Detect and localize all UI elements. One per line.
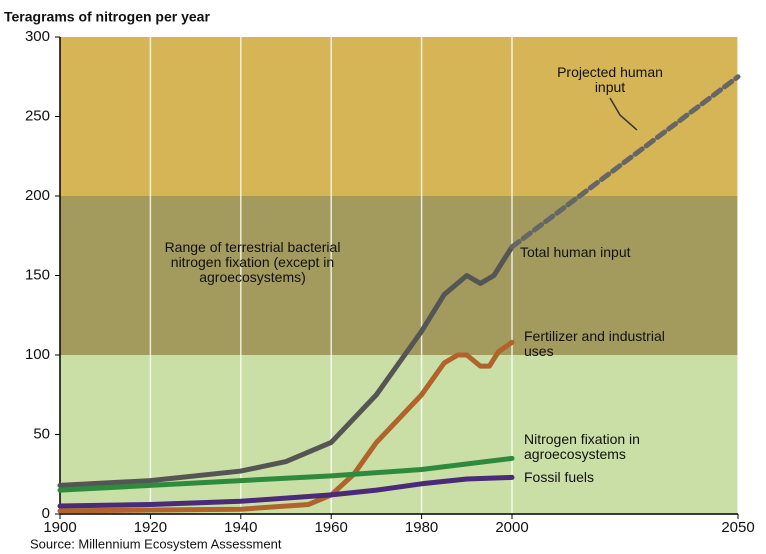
series-label: Projected human input <box>557 64 663 95</box>
leader-line <box>609 97 638 131</box>
x-tick-label: 1900 <box>43 519 76 536</box>
y-tick-label: 300 <box>25 28 50 45</box>
series-line <box>57 474 515 509</box>
series-line <box>57 455 515 493</box>
annotation: Range of terrestrial bacterial nitrogen … <box>164 239 341 285</box>
series-line <box>57 339 515 514</box>
y-tick-label: 100 <box>25 346 50 363</box>
x-tick-label: 2000 <box>495 519 528 536</box>
band <box>60 196 738 355</box>
series-label: Fertilizer and industrial uses <box>524 328 665 359</box>
y-tick-label: 50 <box>33 425 50 442</box>
x-tick-label: 1920 <box>134 519 167 536</box>
y-tick-label: 0 <box>42 505 50 522</box>
series-label: Total human input <box>520 244 631 260</box>
series-line <box>509 74 741 250</box>
series-label: Fossil fuels <box>524 469 595 485</box>
y-tick-label: 250 <box>25 107 50 124</box>
y-axis-title: Teragrams of nitrogen per year <box>4 9 210 25</box>
series-line <box>57 244 515 488</box>
x-tick-label: 1960 <box>315 519 348 536</box>
source: Source: Millennium Ecosystem Assessment <box>30 536 282 551</box>
band <box>60 37 738 196</box>
series-label: Nitrogen fixation in agroecosystems <box>524 431 640 462</box>
x-tick-label: 1940 <box>224 519 257 536</box>
y-tick-label: 150 <box>25 266 50 283</box>
x-tick-label: 1980 <box>405 519 438 536</box>
y-tick-label: 200 <box>25 187 50 204</box>
x-tick-label: 2050 <box>721 519 754 536</box>
